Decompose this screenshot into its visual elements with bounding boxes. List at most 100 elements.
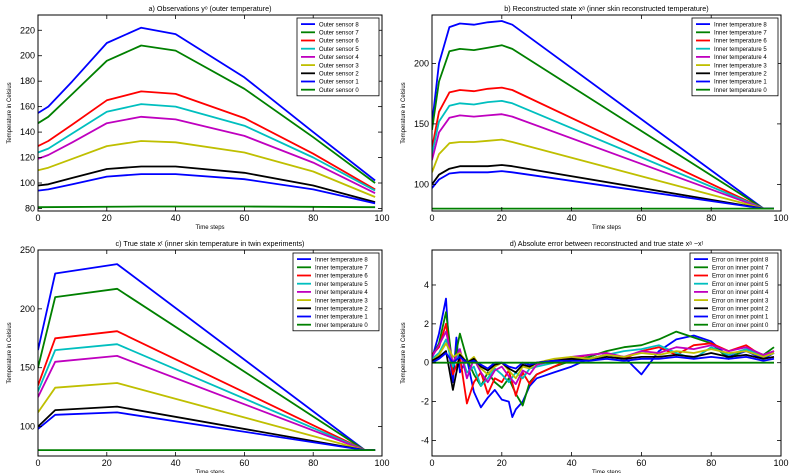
x-tick-label: 80 — [308, 458, 318, 468]
legend-entry: Outer sensor 5 — [319, 47, 359, 53]
x-tick-label: 100 — [374, 213, 389, 223]
legend-entry: Error on inner point 2 — [712, 307, 769, 313]
legend: Inner temperature 8 Inner temperature 7 In… — [691, 17, 779, 97]
x-tick-label: 20 — [497, 458, 507, 468]
x-axis-label: Time steps — [195, 470, 224, 473]
x-tick-label: 100 — [773, 458, 788, 468]
y-tick-label: 200 — [20, 51, 35, 61]
y-tick-label: 80 — [25, 203, 35, 213]
legend-entry: Inner temperature 0 — [714, 88, 767, 94]
x-tick-label: 80 — [706, 458, 716, 468]
legend-entry: Error on inner point 6 — [712, 274, 769, 280]
y-tick-label: 150 — [414, 119, 429, 129]
series-line-4 — [432, 113, 774, 210]
chart-title: a) Observations yᵒ (outer temperature) — [149, 4, 272, 13]
series-line-3 — [432, 100, 774, 210]
x-tick-label: 80 — [706, 213, 716, 223]
y-tick-label: 140 — [20, 127, 35, 137]
y-tick-label: 100 — [20, 422, 35, 432]
plot-frame — [431, 14, 782, 212]
chart-panel-1: b) Reconstructed state xᵃ (inner skin re… — [401, 4, 789, 231]
series-line-5 — [38, 140, 376, 198]
legend: Outer sensor 8 Outer sensor 7 Outer sensor… — [296, 17, 380, 97]
series-line-7 — [38, 173, 376, 205]
x-axis-label: Time steps — [592, 225, 621, 231]
x-tick-label: 20 — [102, 213, 112, 223]
plot-frame — [37, 14, 383, 212]
y-tick-label: 200 — [20, 304, 35, 314]
legend-entry: Outer sensor 6 — [319, 39, 359, 45]
legend-entry: Inner temperature 6 — [714, 39, 767, 45]
y-tick-label: -4 — [421, 435, 429, 445]
x-tick-label: 60 — [239, 458, 249, 468]
y-tick-label: 100 — [20, 178, 35, 188]
y-tick-label: 180 — [20, 76, 35, 86]
series-line-6 — [432, 164, 774, 210]
legend-entry: Inner temperature 5 — [714, 47, 767, 53]
x-tick-label: 20 — [102, 458, 112, 468]
series-line-2 — [38, 90, 376, 191]
x-tick-label: 40 — [171, 458, 181, 468]
series-line-6 — [38, 165, 376, 203]
legend-entry: Outer sensor 4 — [319, 55, 359, 61]
legend-entry: Inner temperature 8 — [714, 22, 767, 28]
plot-frame — [431, 249, 782, 457]
legend-entry: Outer sensor 1 — [319, 80, 359, 86]
y-tick-label: 160 — [20, 102, 35, 112]
y-tick-label: 4 — [424, 280, 429, 290]
legend-entry: Error on inner point 3 — [712, 298, 769, 304]
x-tick-label: 20 — [497, 213, 507, 223]
legend-entry: Inner temperature 4 — [714, 55, 767, 61]
series-line-1 — [432, 44, 774, 210]
x-tick-label: 60 — [636, 213, 646, 223]
legend-entry: Inner temperature 3 — [315, 298, 368, 304]
x-tick-label: 40 — [171, 213, 181, 223]
x-tick-label: 100 — [773, 213, 788, 223]
legend-entry: Outer sensor 7 — [319, 31, 359, 37]
legend-entry: Inner temperature 2 — [714, 72, 767, 78]
legend-entry: Inner temperature 5 — [315, 282, 368, 288]
series-line-7 — [432, 352, 775, 370]
series-line-2 — [432, 86, 774, 210]
legend-entry: Inner temperature 0 — [315, 323, 368, 329]
x-tick-label: 40 — [567, 213, 577, 223]
legend-entry: Inner temperature 2 — [315, 307, 368, 313]
series-line-4 — [38, 115, 376, 195]
legend-entry: Error on inner point 7 — [712, 266, 769, 272]
series-line-5 — [432, 138, 774, 210]
chart-panel-0: a) Observations yᵒ (outer temperature) 0 2… — [7, 4, 390, 231]
legend-entry: Inner temperature 1 — [315, 315, 368, 321]
y-axis-label: Temperature in Celsius — [401, 322, 407, 383]
series-line-0 — [38, 26, 376, 182]
x-tick-label: 60 — [636, 458, 646, 468]
chart-title: b) Reconstructed state xᵃ (inner skin re… — [504, 4, 708, 13]
legend-entry: Inner temperature 6 — [315, 274, 368, 280]
series-line-2 — [432, 322, 775, 405]
chart-panel-3: d) Absolute error between reconstructed … — [401, 239, 789, 473]
series-line-5 — [38, 382, 376, 452]
legend-entry: Outer sensor 3 — [319, 63, 359, 69]
legend: Inner temperature 8 Inner temperature 7 In… — [292, 252, 380, 332]
legend-entry: Inner temperature 7 — [714, 31, 767, 37]
legend-entry: Inner temperature 4 — [315, 290, 368, 296]
legend-entry: Error on inner point 0 — [712, 323, 769, 329]
y-tick-label: 200 — [414, 58, 429, 68]
x-tick-label: 0 — [35, 213, 40, 223]
chart-panel-2: c) True state xᵗ (inner skin temperature… — [7, 239, 390, 473]
legend-entry: Outer sensor 2 — [319, 72, 359, 78]
legend-entry: Error on inner point 1 — [712, 315, 769, 321]
legend-entry: Error on inner point 5 — [712, 282, 769, 288]
y-tick-label: 220 — [20, 25, 35, 35]
series-line-4 — [38, 354, 376, 452]
legend-entry: Error on inner point 4 — [712, 290, 769, 296]
x-tick-label: 0 — [429, 213, 434, 223]
legend-entry: Error on inner point 8 — [712, 257, 769, 263]
y-axis-label: Temperature in Celsius — [7, 322, 13, 383]
legend-entry: Outer sensor 8 — [319, 22, 359, 28]
series-line-3 — [38, 103, 376, 192]
y-tick-label: 0 — [424, 358, 429, 368]
x-tick-label: 40 — [567, 458, 577, 468]
x-tick-label: 0 — [35, 458, 40, 468]
series-line-0 — [432, 20, 774, 210]
